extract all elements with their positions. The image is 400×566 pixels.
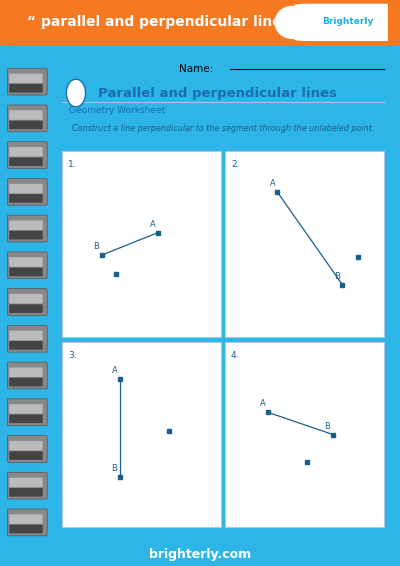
FancyBboxPatch shape (9, 305, 43, 313)
Bar (62, 342, 221, 528)
Text: Brighterly: Brighterly (322, 17, 373, 26)
FancyBboxPatch shape (9, 268, 43, 276)
FancyBboxPatch shape (7, 289, 47, 315)
FancyBboxPatch shape (7, 215, 47, 242)
Bar (62, 151, 221, 337)
FancyBboxPatch shape (7, 399, 47, 426)
FancyBboxPatch shape (7, 68, 47, 95)
Text: 2: 2 (73, 88, 79, 98)
FancyBboxPatch shape (9, 110, 43, 120)
FancyBboxPatch shape (9, 231, 43, 239)
Text: Name:: Name: (178, 65, 213, 74)
FancyBboxPatch shape (0, 0, 400, 46)
FancyBboxPatch shape (9, 74, 43, 83)
FancyBboxPatch shape (9, 451, 43, 460)
Bar (225, 342, 384, 528)
Text: 2.: 2. (231, 160, 239, 169)
FancyBboxPatch shape (9, 341, 43, 350)
Text: A: A (112, 366, 118, 375)
Text: B: B (111, 464, 117, 473)
FancyBboxPatch shape (9, 184, 43, 194)
FancyBboxPatch shape (9, 441, 43, 451)
Text: 3.: 3. (68, 350, 77, 359)
FancyBboxPatch shape (294, 3, 397, 41)
FancyBboxPatch shape (9, 121, 43, 129)
FancyBboxPatch shape (9, 331, 43, 340)
FancyBboxPatch shape (7, 178, 47, 205)
FancyBboxPatch shape (7, 362, 47, 389)
Text: B: B (94, 242, 99, 251)
Circle shape (66, 79, 86, 107)
FancyBboxPatch shape (7, 509, 47, 536)
FancyBboxPatch shape (7, 142, 47, 169)
FancyBboxPatch shape (9, 488, 43, 496)
FancyBboxPatch shape (9, 157, 43, 166)
Text: A: A (260, 399, 266, 408)
FancyBboxPatch shape (9, 147, 43, 157)
Text: 4.: 4. (231, 350, 239, 359)
Text: B: B (324, 422, 330, 431)
FancyBboxPatch shape (9, 404, 43, 414)
FancyBboxPatch shape (9, 378, 43, 387)
Text: Parallel and perpendicular lines: Parallel and perpendicular lines (98, 87, 337, 100)
Ellipse shape (275, 6, 309, 38)
FancyBboxPatch shape (9, 478, 43, 487)
FancyBboxPatch shape (9, 514, 43, 524)
Text: “ parallel and perpendicular lines: “ parallel and perpendicular lines (27, 15, 290, 29)
Text: Geometry Worksheet: Geometry Worksheet (69, 106, 165, 115)
FancyBboxPatch shape (7, 105, 47, 132)
FancyBboxPatch shape (9, 221, 43, 230)
FancyBboxPatch shape (7, 325, 47, 352)
Bar (225, 151, 384, 337)
Text: brighterly.com: brighterly.com (149, 548, 251, 560)
FancyBboxPatch shape (9, 84, 43, 92)
Text: A: A (270, 179, 276, 188)
Text: B: B (334, 272, 340, 281)
FancyBboxPatch shape (9, 194, 43, 203)
FancyBboxPatch shape (9, 294, 43, 303)
FancyBboxPatch shape (7, 436, 47, 462)
FancyBboxPatch shape (9, 367, 43, 377)
Text: A: A (150, 220, 156, 229)
FancyBboxPatch shape (9, 414, 43, 423)
FancyBboxPatch shape (7, 252, 47, 278)
FancyBboxPatch shape (9, 525, 43, 533)
FancyBboxPatch shape (7, 472, 47, 499)
Text: 1.: 1. (68, 160, 77, 169)
FancyBboxPatch shape (9, 257, 43, 267)
Text: Construct a line perpendicular to the segment through the unlabeled point.: Construct a line perpendicular to the se… (72, 124, 374, 133)
